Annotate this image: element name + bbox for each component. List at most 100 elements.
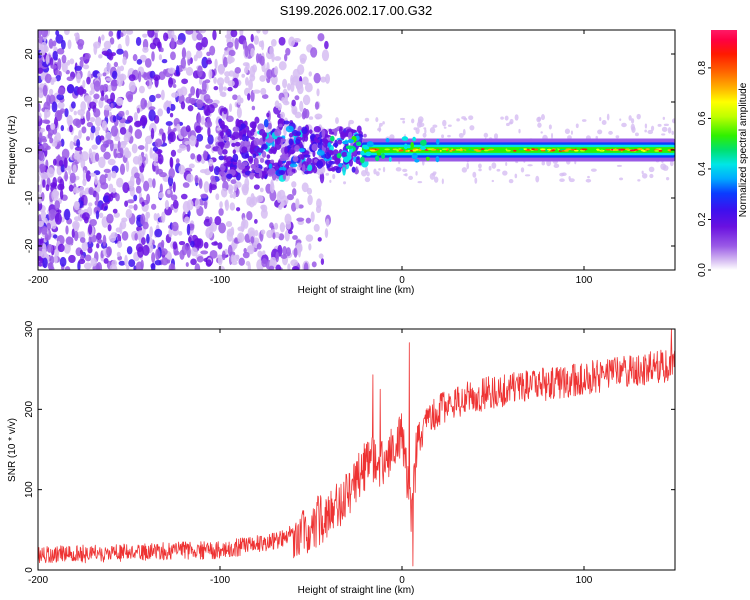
heatmap-cell [221,174,227,182]
heatmap-cell [165,121,173,126]
heatmap-cell [284,146,288,155]
heatmap-cell [439,149,442,152]
heatmap-cell [269,45,274,58]
heatmap-cell [110,79,118,92]
heatmap-cell [168,228,173,238]
heatmap-cell [240,123,246,129]
heatmap-cell [209,45,216,56]
heatmap-cell [480,148,485,151]
heatmap-cell [505,149,511,152]
heatmap-cell [366,171,370,177]
heatmap-cell [57,243,65,253]
heatmap-cell [328,131,335,135]
colorbar-tick-label: 0.8 [697,61,708,75]
heatmap-cell [116,97,124,106]
heatmap-cell [323,134,332,138]
heatmap-cell [144,99,148,108]
heatmap-cell [375,117,379,123]
heatmap-cell [84,53,91,60]
snr-plot-frame [37,328,676,571]
heatmap-cell [511,149,514,152]
heatmap-cell [261,258,268,268]
spectrogram-y-tick-label: -20 [24,238,35,253]
heatmap-cell [326,165,330,169]
heatmap-cell [540,114,545,121]
heatmap-cell [167,67,176,74]
heatmap-cell [39,145,43,158]
heatmap-cell [285,220,292,230]
heatmap-cell [113,61,119,68]
heatmap-cell [228,103,233,113]
heatmap-cell [133,203,138,211]
heatmap-cell [52,176,57,187]
heatmap-cell [118,110,125,117]
heatmap-cell [302,107,308,119]
heatmap-cell [72,220,80,230]
spectrogram-y-axis-label: Frequency (Hz) [7,116,18,185]
heatmap-cell [535,175,540,183]
heatmap-cell [406,144,411,149]
heatmap-cell [40,191,45,202]
heatmap-cell [38,184,42,194]
heatmap-cell [348,119,355,125]
heatmap-cell [144,141,149,153]
heatmap-cell [504,115,509,121]
heatmap-cell [202,150,208,160]
heatmap-cell [205,259,212,267]
heatmap-cell [152,146,159,152]
heatmap-cell [195,49,203,59]
heatmap-cell [65,225,69,235]
heatmap-cell [230,226,235,236]
heatmap-cell [313,158,318,163]
heatmap-cell [136,107,140,114]
heatmap-cell [260,40,265,51]
spectrogram-x-axis-label: Height of straight line (km) [298,285,415,296]
heatmap-cell [159,128,164,135]
heatmap-cell [266,137,274,144]
heatmap-cell [80,101,87,112]
heatmap-cell [134,120,142,128]
heatmap-cell [601,120,607,126]
heatmap-cell [133,112,138,122]
spectrogram-y-tick-label: -10 [24,190,35,205]
heatmap-cell [44,73,52,84]
heatmap-cell [611,148,614,151]
heatmap-cell [79,59,84,68]
heatmap-cell [101,120,108,132]
snr-y-tick-label: 100 [24,481,35,498]
heatmap-cell [295,198,300,210]
heatmap-cell [343,181,347,185]
heatmap-cell [295,81,303,90]
heatmap-cell [102,72,107,77]
heatmap-cell [181,78,189,85]
heatmap-cell [115,193,120,202]
heatmap-cell [213,86,219,91]
heatmap-cell [38,250,44,257]
heatmap-cell [48,38,54,49]
heatmap-cell [242,217,246,229]
heatmap-cell [209,216,213,224]
heatmap-cell [274,128,282,137]
heatmap-cell [90,257,97,267]
heatmap-cell [103,104,112,111]
heatmap-cell [392,148,399,151]
heatmap-cell [290,82,295,93]
heatmap-cell [200,250,209,255]
heatmap-cell [125,109,130,116]
heatmap-cell [98,212,104,219]
heatmap-cell [420,146,427,150]
heatmap-cell [291,202,297,212]
heatmap-cell [46,222,52,231]
heatmap-cell [203,181,210,193]
heatmap-cell [250,90,255,102]
heatmap-cell [423,139,427,146]
heatmap-cell [228,49,236,57]
heatmap-cell [468,115,474,121]
heatmap-cell [237,162,246,170]
heatmap-cell [40,225,48,235]
heatmap-cell [219,201,223,209]
heatmap-cell [363,146,370,150]
heatmap-cell [140,151,145,157]
heatmap-cell [505,162,508,166]
